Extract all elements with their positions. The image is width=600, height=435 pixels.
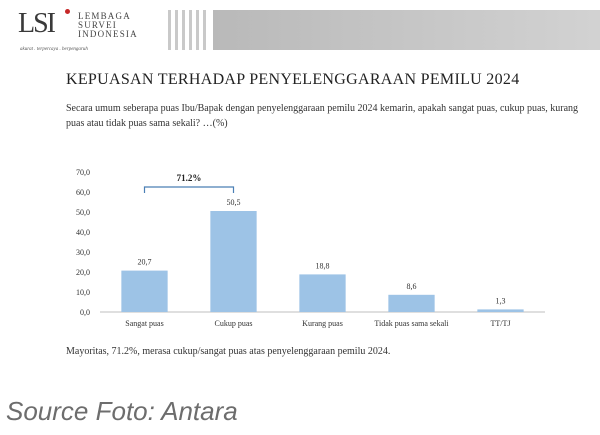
bar	[299, 274, 346, 312]
x-tick-label: Tidak puas sama sekali	[374, 319, 449, 328]
annotation-bracket: 71.2%	[143, 173, 235, 193]
logo-line-1: LEMBAGA	[78, 11, 131, 21]
y-tick-label: 70,0	[76, 168, 90, 177]
photo-source-caption: Source Foto: Antara	[6, 396, 238, 426]
y-tick-label: 20,0	[76, 268, 90, 277]
bar-chart: 0,0 10,0 20,0 30,0 40,0 50,0 60,0 70,0 20,7 Sang…	[76, 168, 545, 328]
x-tick-label: TT/TJ	[491, 319, 511, 328]
data-label: 18,8	[316, 261, 330, 270]
data-label: 8,6	[407, 282, 417, 291]
logo-mark: LSI	[18, 8, 56, 39]
lsi-logo: LSI LEMBAGA SURVEI INDONESIA akurat . te…	[18, 6, 168, 54]
annotation-label: 71.2%	[177, 173, 202, 183]
bar	[121, 270, 168, 312]
bar	[210, 211, 257, 312]
chart-title: KEPUASAN TERHADAP PENYELENGGARAAN PEMILU…	[66, 71, 520, 88]
logo-line-3: INDONESIA	[78, 29, 138, 39]
logo-dot-icon	[65, 9, 70, 14]
slide: LSI LEMBAGA SURVEI INDONESIA akurat . te…	[8, 0, 600, 382]
bracket-line	[143, 186, 235, 193]
y-tick-label: 10,0	[76, 288, 90, 297]
x-tick-label: Sangat puas	[125, 319, 163, 328]
survey-question: Secara umum seberapa puas Ibu/Bapak deng…	[66, 103, 579, 129]
logo-tagline: akurat . terpercaya . berpengaruh	[20, 47, 88, 52]
y-tick-label: 30,0	[76, 248, 90, 257]
y-tick-label: 60,0	[76, 188, 90, 197]
y-tick-label: 0,0	[80, 308, 90, 317]
bar	[477, 309, 524, 312]
y-axis: 0,0 10,0 20,0 30,0 40,0 50,0 60,0 70,0	[76, 168, 90, 317]
logo-text: LEMBAGA SURVEI INDONESIA	[78, 12, 138, 39]
data-label: 20,7	[138, 258, 152, 267]
logo-line-2: SURVEI	[78, 20, 117, 30]
data-label: 50,5	[227, 198, 241, 207]
data-label: 1,3	[496, 296, 506, 305]
bars: 20,7 Sangat puas 50,5 Cukup puas 18,8 Kurang …	[121, 198, 524, 328]
x-tick-label: Kurang puas	[302, 319, 343, 328]
y-tick-label: 50,0	[76, 208, 90, 217]
footnote: Mayoritas, 71.2%, merasa cukup/sangat pu…	[66, 346, 391, 357]
bar	[388, 294, 435, 312]
y-tick-label: 40,0	[76, 228, 90, 237]
x-tick-label: Cukup puas	[215, 319, 253, 328]
header-stripes	[168, 10, 208, 50]
header-bar	[213, 10, 600, 50]
